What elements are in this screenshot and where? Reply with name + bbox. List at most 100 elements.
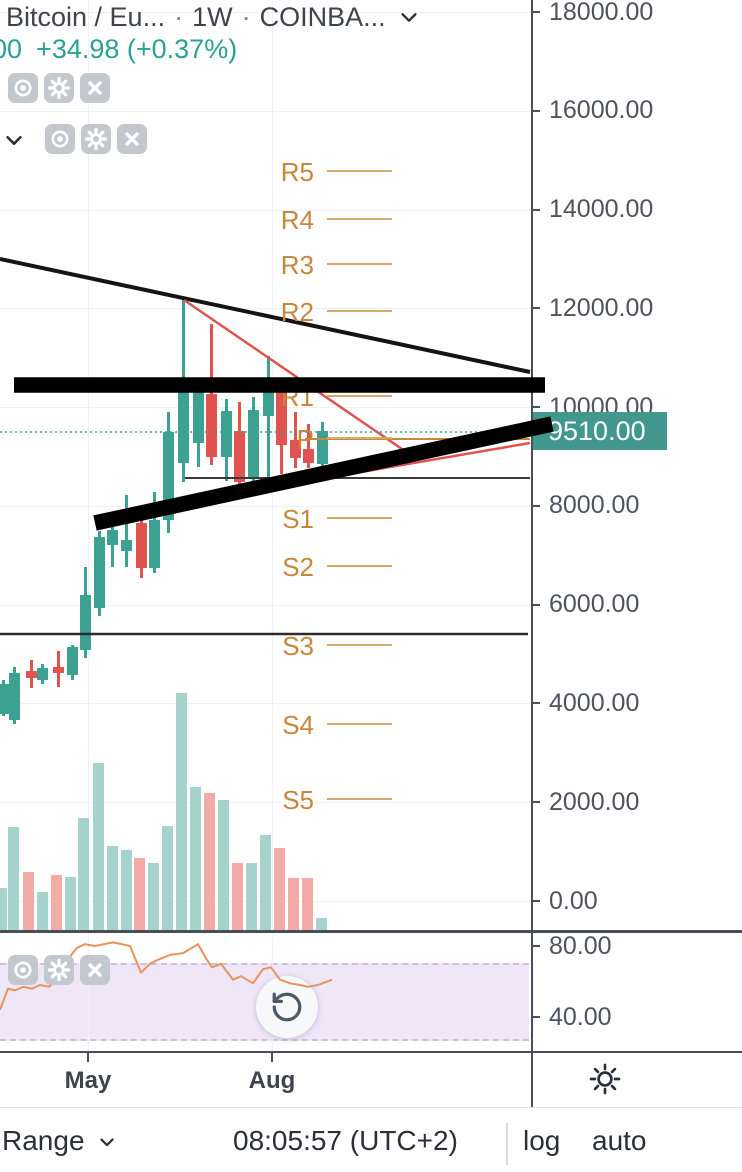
candle-wick — [110, 524, 114, 568]
pivot-line-r5 — [327, 170, 392, 172]
log-scale-toggle[interactable]: log — [523, 1124, 561, 1156]
price-tick — [531, 208, 540, 211]
volume-bar — [246, 863, 257, 930]
visibility-button[interactable] — [8, 955, 38, 985]
close-button[interactable] — [80, 955, 110, 985]
candle-body — [36, 667, 48, 681]
candle-body — [52, 666, 64, 674]
close-icon — [83, 958, 107, 982]
pivot-label-s4: S4 — [282, 710, 314, 740]
gridline-horizontal — [0, 209, 531, 211]
chevron-down-icon[interactable] — [398, 6, 420, 28]
price-tick-label: 6000.00 — [549, 590, 640, 619]
visibility-icon — [11, 958, 35, 982]
pivot-line-r1 — [327, 395, 392, 397]
price-tick — [531, 307, 540, 310]
volume-bar — [218, 800, 229, 930]
candle-body — [316, 431, 328, 465]
candle-body — [66, 647, 78, 676]
price-change-row: 00 +34.98 (+0.37%) — [0, 34, 237, 64]
close-icon — [83, 76, 107, 100]
rsi-pane[interactable] — [0, 932, 531, 1051]
volume-bar — [148, 863, 159, 930]
auto-scale-toggle[interactable]: auto — [592, 1124, 647, 1156]
visibility-icon — [48, 127, 72, 151]
brightness-icon[interactable] — [589, 1063, 621, 1095]
volume-bar — [8, 827, 19, 930]
clock-time[interactable]: 08:05:57 (UTC+2) — [233, 1124, 458, 1156]
volume-bar — [176, 693, 187, 930]
time-tick-label: Aug — [248, 1067, 296, 1094]
candle-body — [106, 530, 118, 545]
pivot-label-r2: R2 — [280, 297, 314, 327]
volume-bar — [232, 863, 243, 930]
candle-body — [8, 673, 20, 721]
price-axis[interactable]: 18000.00 16000.00 14000.00 12000.00 10000.00… — [531, 0, 742, 932]
candle-body — [247, 410, 259, 479]
volume-bar — [107, 846, 118, 930]
rsi-controls — [8, 955, 110, 985]
volume-bar — [93, 763, 104, 930]
settings-button[interactable] — [44, 73, 74, 103]
price-tick — [531, 603, 540, 606]
pivot-label-s1: S1 — [282, 504, 314, 534]
close-button[interactable] — [80, 73, 110, 103]
visibility-button[interactable] — [8, 73, 38, 103]
candle-body — [0, 684, 9, 714]
price-tick-label: 12000.00 — [549, 293, 654, 322]
pivot-label-r3: R3 — [280, 250, 314, 280]
volume-bar — [260, 835, 271, 930]
time-tick — [271, 1051, 273, 1062]
volume-bar — [302, 878, 313, 930]
price-axis-border — [531, 0, 533, 1107]
candle-body — [148, 520, 160, 569]
time-tick-label: May — [64, 1067, 112, 1094]
settings-button[interactable] — [44, 955, 74, 985]
volume-bar — [37, 892, 48, 930]
candle-body — [220, 411, 232, 458]
range-selector[interactable]: Range — [2, 1124, 85, 1156]
pivot-label-s2: S2 — [282, 552, 314, 582]
chevron-down-icon[interactable] — [3, 129, 25, 151]
candle-body — [79, 595, 91, 651]
candle-body — [177, 392, 189, 463]
candle-body — [233, 431, 245, 483]
gridline-vertical — [88, 932, 89, 1051]
rsi-axis[interactable]: 80.00 40.00 — [531, 932, 742, 1051]
change-value: +34.98 (+0.37%) — [36, 34, 238, 64]
rsi-tick — [531, 945, 540, 947]
candle-body — [120, 540, 132, 552]
chevron-down-icon[interactable] — [96, 1130, 118, 1152]
rsi-tick-label: 80.00 — [549, 931, 612, 960]
price-tick — [531, 406, 540, 409]
close-icon — [120, 127, 144, 151]
volume-bar — [162, 826, 173, 930]
settings-icon — [47, 76, 71, 100]
candle-body — [192, 390, 204, 444]
reset-chart-button[interactable] — [256, 976, 318, 1038]
pane-separator[interactable] — [0, 930, 742, 933]
settings-button[interactable] — [81, 124, 111, 154]
volume-bar — [78, 818, 89, 930]
symbol-name: Bitcoin / Eu... — [6, 2, 166, 32]
time-axis[interactable]: May Aug — [0, 1051, 742, 1107]
gridline-horizontal — [0, 12, 531, 14]
pivot-line-r2 — [327, 310, 392, 312]
candle-body — [93, 537, 105, 609]
indicator-controls-row-2 — [45, 124, 147, 154]
pivot-line-s3 — [327, 644, 392, 646]
close-button[interactable] — [117, 124, 147, 154]
gridline-vertical — [88, 0, 89, 932]
toolbar-divider — [506, 1123, 508, 1165]
price-tick — [531, 11, 540, 14]
visibility-button[interactable] — [45, 124, 75, 154]
volume-bar — [316, 918, 327, 930]
volume-bar — [288, 878, 299, 930]
rsi-tick-label: 40.00 — [549, 1002, 612, 1031]
price-chart-pane[interactable]: R5 R4 R3 R2 R1 P S1 S2 S3 S4 S5 Bitcoin / Eu... · … — [0, 0, 531, 932]
candle-body — [25, 671, 37, 679]
pivot-label-s3: S3 — [282, 631, 314, 661]
symbol-legend[interactable]: Bitcoin / Eu... · 1W · COINBA... — [6, 2, 420, 32]
price-tick-label: 16000.00 — [549, 96, 654, 125]
settings-icon — [47, 958, 71, 982]
